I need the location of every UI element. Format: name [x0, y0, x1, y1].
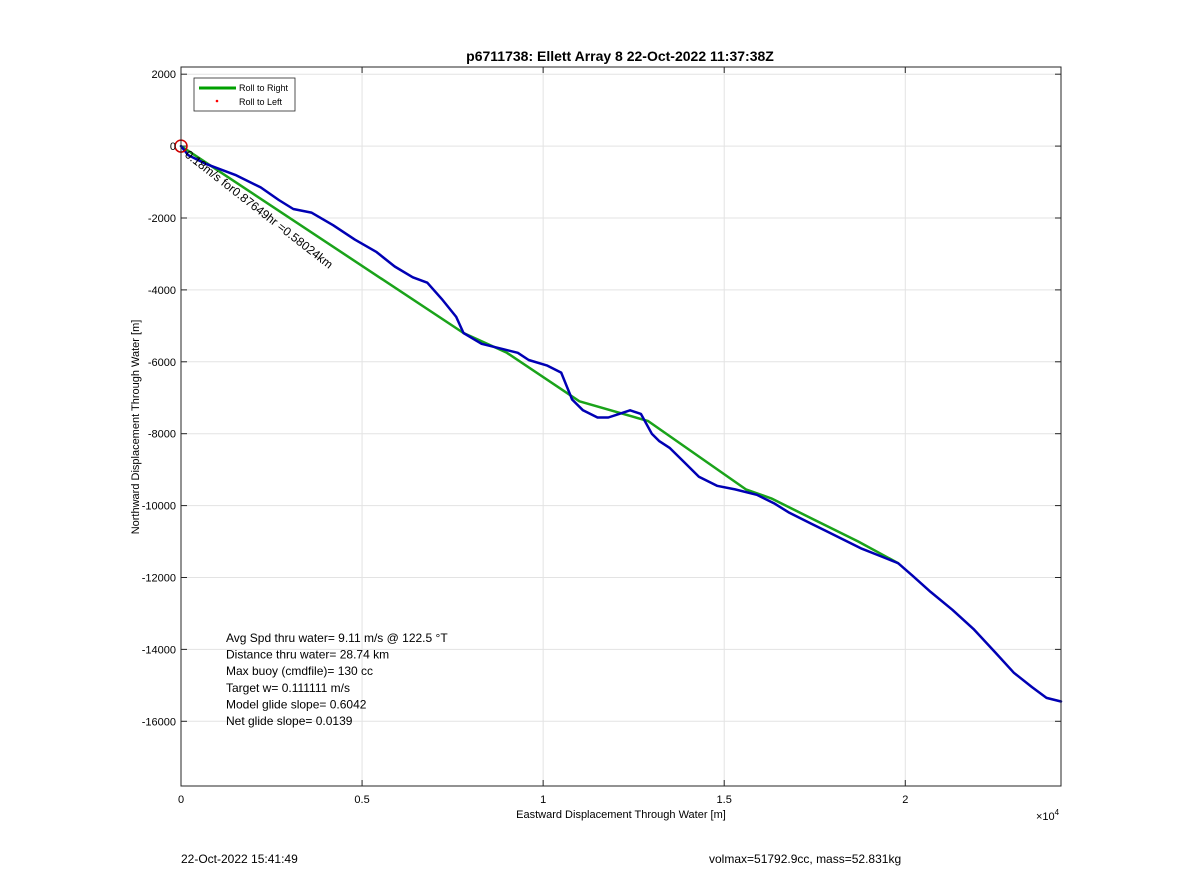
grid-lines — [180, 67, 1061, 786]
series-line-track — [179, 144, 1063, 703]
y-tick-label: 0 — [170, 141, 176, 153]
series-layer — [179, 144, 1063, 703]
stat-annotation-line: Avg Spd thru water= 9.11 m/s @ 122.5 °T — [226, 631, 448, 645]
y-tick-label: -14000 — [142, 644, 176, 656]
stat-annotation-line: Target w= 0.111111 m/s — [226, 681, 350, 695]
y-tick-label: 2000 — [152, 69, 176, 81]
axes-box — [180, 66, 1062, 787]
x-tick-label: 0.5 — [354, 794, 369, 806]
x-axis-label: Eastward Displacement Through Water [m] — [516, 809, 726, 821]
y-tick-label: -8000 — [148, 429, 176, 441]
chart-title: p6711738: Ellett Array 8 22-Oct-2022 11:… — [466, 48, 774, 64]
footer-volmax-mass: volmax=51792.9cc, mass=52.831kg — [709, 852, 902, 866]
svg-text:×104: ×104 — [1036, 808, 1060, 823]
x-tick-label: 0 — [178, 794, 184, 806]
y-tick-label: -6000 — [148, 357, 176, 369]
legend[interactable]: Roll to Right Roll to Left — [193, 77, 296, 112]
x-tick-label: 1 — [540, 794, 546, 806]
footer-timestamp: 22-Oct-2022 15:41:49 — [181, 852, 298, 866]
x-exponent-power: 4 — [1055, 808, 1060, 817]
y-tick-label: -16000 — [142, 716, 176, 728]
x-tick-labels: 0 0.5 1 1.5 2 — [178, 794, 908, 806]
y-tick-labels: 2000 0 -2000 -4000 -6000 -8000 -10000 -12000 -14… — [142, 69, 176, 728]
axes-background — [181, 67, 1061, 786]
y-tick-label: -12000 — [142, 572, 176, 584]
y-tick-label: -2000 — [148, 213, 176, 225]
x-exponent-label: ×104 — [1036, 808, 1060, 823]
y-tick-label: -4000 — [148, 285, 176, 297]
stat-annotation-line: Max buoy (cmdfile)= 130 cc — [226, 664, 373, 678]
series-line-roll-to-right — [179, 144, 900, 565]
x-tick-label: 1.5 — [717, 794, 732, 806]
legend-label-roll-to-right: Roll to Right — [239, 83, 289, 93]
legend-swatch-roll-to-left — [215, 99, 219, 103]
y-tick-label: -10000 — [142, 501, 176, 513]
legend-label-roll-to-left: Roll to Left — [239, 97, 283, 107]
legend-box — [193, 77, 296, 112]
x-exponent-base: ×10 — [1036, 811, 1055, 823]
stat-annotation-line: Model glide slope= 0.6042 — [226, 697, 367, 711]
plot-area — [174, 66, 1063, 787]
stats-annotations: Avg Spd thru water= 9.11 m/s @ 122.5 °T D… — [226, 631, 448, 728]
stat-annotation-line: Distance thru water= 28.74 km — [226, 648, 389, 662]
y-axis-label: Northward Displacement Through Water [m] — [130, 320, 142, 535]
x-tick-label: 2 — [902, 794, 908, 806]
stat-annotation-line: Net glide slope= 0.0139 — [226, 714, 353, 728]
